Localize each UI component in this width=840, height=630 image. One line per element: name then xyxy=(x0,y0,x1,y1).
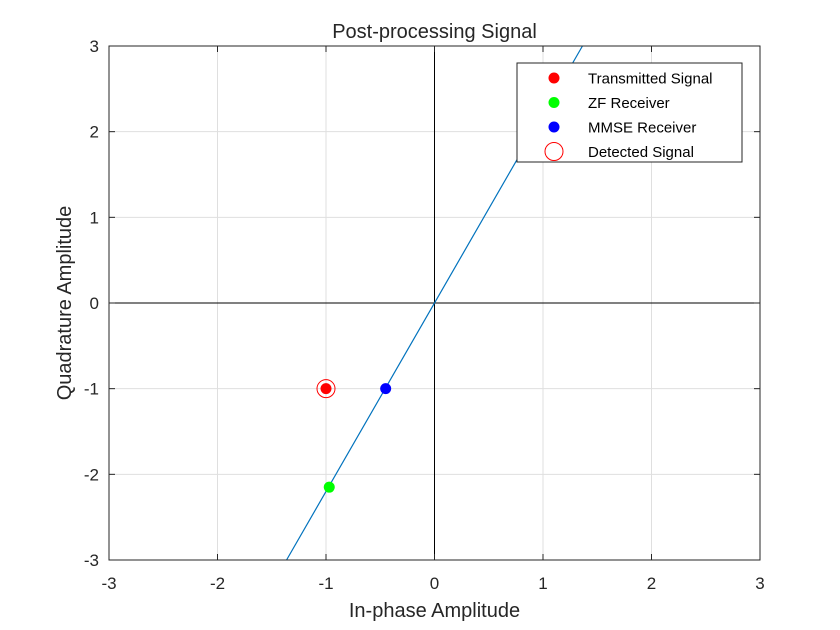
legend-label: ZF Receiver xyxy=(588,95,670,112)
legend-items: Transmitted Signal ZF Receiver MMSE Receiv… xyxy=(544,71,713,161)
x-tick-label: -3 xyxy=(101,574,116,593)
x-tick-label: -1 xyxy=(318,574,333,593)
y-tick-label: 3 xyxy=(90,37,99,56)
legend-marker xyxy=(548,97,560,108)
x-tick-labels: -3 -2 -1 0 1 2 3 xyxy=(101,574,764,593)
legend-marker xyxy=(548,72,560,84)
legend-label: MMSE Receiver xyxy=(588,120,696,137)
scatter-points xyxy=(316,379,392,493)
point-zf-receiver xyxy=(323,481,335,493)
legend-label: Detected Signal xyxy=(588,144,694,161)
x-tick-label: 0 xyxy=(430,574,439,593)
x-tick-label: 3 xyxy=(755,574,764,593)
x-tick-label: 2 xyxy=(647,574,656,593)
point-mmse-receiver xyxy=(380,383,392,395)
point-transmitted-signal xyxy=(320,383,332,395)
y-tick-labels: -3 -2 -1 0 1 2 3 xyxy=(84,37,99,570)
x-axis-label: In-phase Amplitude xyxy=(349,600,520,622)
y-tick-label: -2 xyxy=(84,465,99,484)
x-tick-label: -2 xyxy=(210,574,225,593)
tick-marks xyxy=(108,45,761,561)
legend-marker xyxy=(548,121,560,133)
point-detected-signal xyxy=(316,379,336,399)
y-tick-label: 2 xyxy=(90,123,99,142)
y-tick-label: -1 xyxy=(84,380,99,399)
legend-marker xyxy=(544,142,564,161)
y-tick-label: 1 xyxy=(90,208,99,227)
legend-label: Transmitted Signal xyxy=(588,71,713,88)
y-axis-label: Quadrature Amplitude xyxy=(54,206,76,401)
y-tick-label: 0 xyxy=(90,294,99,313)
legend: Transmitted Signal ZF Receiver MMSE Receiv… xyxy=(516,62,743,163)
x-tick-label: 1 xyxy=(538,574,547,593)
y-tick-label: -3 xyxy=(84,551,99,570)
chart-title: Post-processing Signal xyxy=(332,21,537,43)
